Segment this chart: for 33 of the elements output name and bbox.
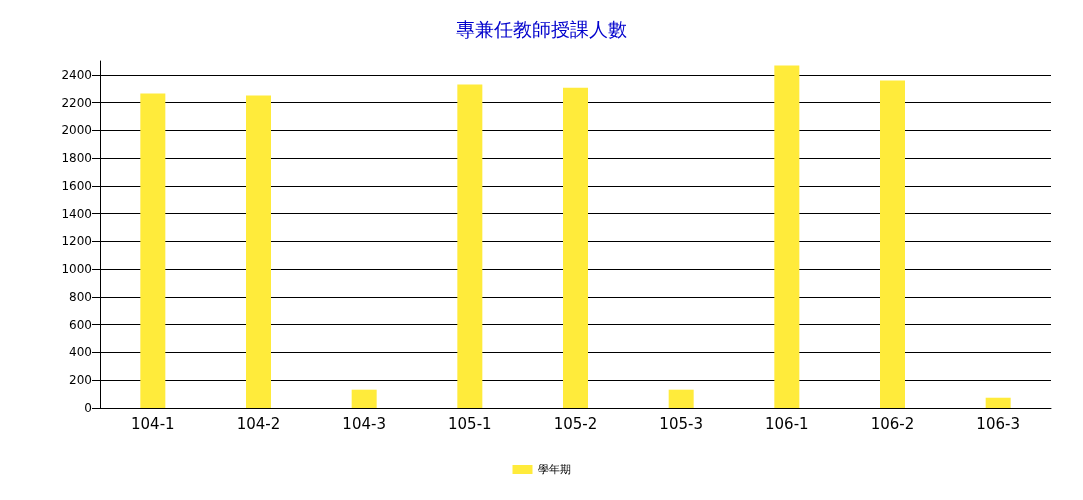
bar xyxy=(140,93,166,408)
y-tick-label: 2400 xyxy=(61,67,92,82)
chart-title: 專兼任教師授課人數 xyxy=(456,17,627,40)
bar xyxy=(563,87,588,408)
bar xyxy=(351,389,377,408)
y-tick-label: 400 xyxy=(69,345,92,360)
x-tick-label: 105-3 xyxy=(659,414,703,433)
x-tick-label: 105-1 xyxy=(448,414,492,433)
x-tick-label: 106-2 xyxy=(870,414,915,433)
y-tick-label: 1800 xyxy=(61,151,92,166)
y-tick-label: 600 xyxy=(69,317,92,332)
x-tick-label: 104-2 xyxy=(236,414,281,433)
bar xyxy=(668,389,694,408)
y-tick-label: 1400 xyxy=(61,206,92,221)
x-tick-label: 106-1 xyxy=(765,414,809,433)
bar xyxy=(985,397,1011,408)
bar xyxy=(246,95,271,408)
x-tick-label: 105-2 xyxy=(553,414,598,433)
y-tick-label: 1200 xyxy=(61,234,92,249)
y-tick-label: 2000 xyxy=(61,123,92,138)
x-tick-label: 104-3 xyxy=(342,414,386,433)
y-tick-label: 0 xyxy=(84,401,92,415)
y-tick-label: 200 xyxy=(69,373,92,388)
bar xyxy=(880,80,905,408)
y-tick-label: 1000 xyxy=(61,262,92,277)
x-tick-label: 104-1 xyxy=(131,414,175,433)
bar xyxy=(457,84,483,408)
y-tick-label: 800 xyxy=(69,289,92,304)
y-tick-label: 1600 xyxy=(61,178,92,193)
legend-label: 學年期 xyxy=(537,463,571,476)
bar xyxy=(774,65,800,408)
y-tick-label: 2200 xyxy=(61,95,92,110)
x-tick-label: 106-3 xyxy=(976,414,1020,433)
